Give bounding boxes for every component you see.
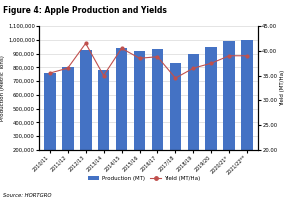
Bar	[134, 51, 146, 178]
Bar	[80, 50, 92, 178]
Bar	[242, 40, 253, 178]
Bar	[116, 48, 127, 178]
Bar	[44, 73, 56, 178]
Bar	[169, 63, 181, 178]
Y-axis label: Production (Metric Tons): Production (Metric Tons)	[0, 55, 5, 121]
Legend: Production (MT), Yield (MT/Ha): Production (MT), Yield (MT/Ha)	[85, 174, 202, 183]
Bar	[224, 41, 235, 178]
Text: Source: HORTGRO: Source: HORTGRO	[3, 193, 52, 198]
Bar	[62, 67, 74, 178]
Text: Figure 4: Apple Production and Yields: Figure 4: Apple Production and Yields	[3, 6, 167, 15]
Bar	[152, 49, 163, 178]
Bar	[188, 54, 199, 178]
Bar	[98, 70, 109, 178]
Y-axis label: Yield (MT/Ha): Yield (MT/Ha)	[280, 70, 285, 106]
Bar	[206, 47, 217, 178]
